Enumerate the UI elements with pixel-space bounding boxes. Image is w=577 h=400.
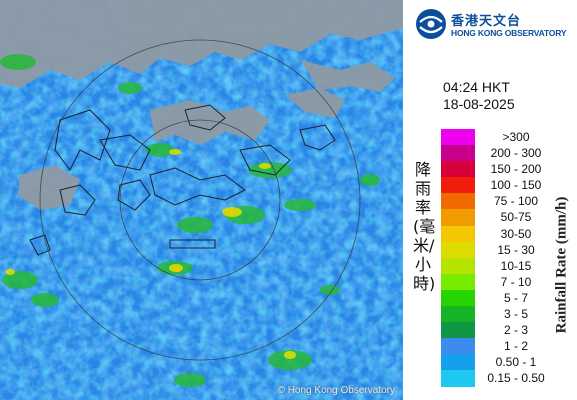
legend-label: 2 - 3 — [503, 323, 528, 338]
legend-label: 5 - 7 — [503, 290, 528, 305]
legend-label: 200 - 300 — [490, 146, 542, 161]
logo-name-english: HONG KONG OBSERVATORY — [451, 28, 567, 38]
legend-swatch — [441, 177, 475, 194]
rain-cells-light — [0, 54, 380, 387]
legend-label: 3 - 5 — [503, 307, 528, 322]
legend-label: 7 - 10 — [500, 274, 532, 289]
legend-swatch — [441, 225, 475, 242]
legend-color-scale — [441, 129, 475, 387]
radar-map[interactable]: © Hong Kong Observatory — [0, 0, 403, 400]
legend-swatch — [441, 161, 475, 178]
legend-label: >300 — [502, 130, 530, 144]
legend-swatch — [441, 338, 475, 355]
coastlines — [29, 104, 336, 256]
legend-label: 50-75 — [500, 210, 532, 225]
legend-swatch — [441, 193, 475, 210]
copyright-text: © Hong Kong Observatory — [277, 385, 395, 396]
rain-cells-heavy — [175, 209, 234, 272]
range-rings — [39, 39, 361, 361]
observation-date: 18-08-2025 — [443, 96, 515, 112]
legend-title-english: Rainfall Rate (mm/h) — [553, 196, 570, 334]
legend-label: 100 - 150 — [490, 178, 542, 193]
legend-swatch — [441, 370, 475, 387]
legend-swatch — [441, 241, 475, 258]
legend-swatch — [441, 322, 475, 339]
legend-swatch — [441, 354, 475, 371]
legend-swatch — [441, 209, 475, 226]
legend-label: 0.15 - 0.50 — [487, 371, 545, 386]
legend-label: 1 - 2 — [503, 339, 528, 354]
legend-swatch — [441, 273, 475, 290]
legend-labels: >300 200 - 300 150 - 200 100 - 150 75 - 100 5… — [481, 129, 551, 387]
observation-time: 04:24 HKT — [443, 79, 510, 95]
legend-swatch — [441, 289, 475, 307]
logo-name-chinese: 香港天文台 — [451, 14, 522, 29]
legend-label: 30-50 — [500, 226, 532, 241]
legend-panel: 香港天文台 HONG KONG OBSERVATORY 04:24 HKT 18… — [403, 0, 577, 400]
legend-swatch — [441, 257, 475, 274]
legend-label: 10-15 — [500, 258, 532, 273]
legend-label: 15 - 30 — [497, 242, 535, 257]
legend-label: 0.50 - 1 — [495, 355, 537, 370]
radar-image — [0, 0, 403, 400]
legend-label: 150 - 200 — [490, 162, 542, 177]
observatory-logo[interactable]: 香港天文台 HONG KONG OBSERVATORY — [413, 4, 577, 44]
hko-emblem-icon — [416, 9, 446, 39]
legend-title-chinese: 降雨率(毫米/小時) — [413, 160, 436, 293]
legend-label: 75 - 100 — [493, 194, 539, 209]
land-areas — [0, 0, 403, 210]
legend-swatch — [441, 306, 475, 323]
legend-swatch — [441, 145, 475, 162]
legend-swatch — [441, 129, 475, 146]
